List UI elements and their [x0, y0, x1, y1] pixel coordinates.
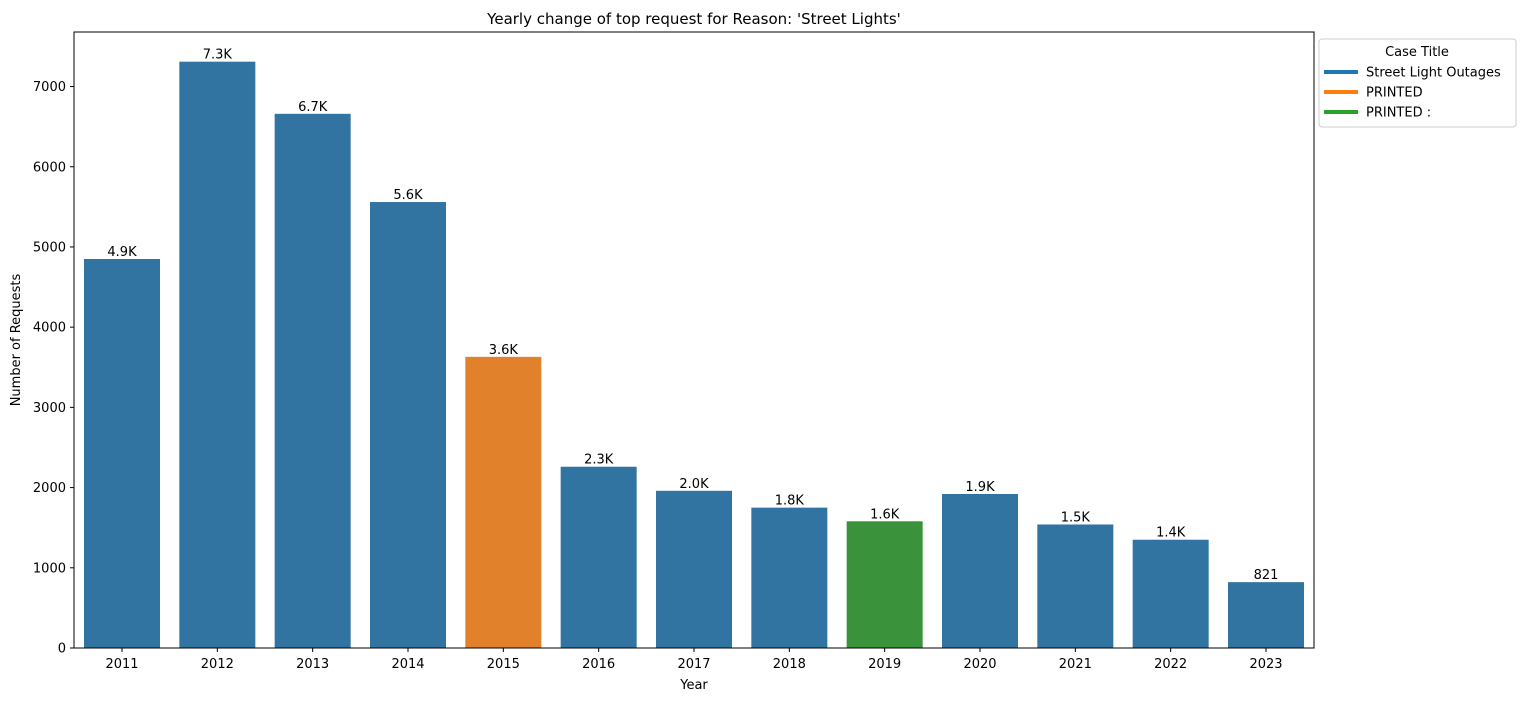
x-tick-label-2012: 2012 [201, 657, 234, 672]
x-tick-label-2013: 2013 [296, 657, 329, 672]
data-label-2014: 5.6K [393, 188, 423, 203]
legend: Case Title Street Light Outages PRINTED PR… [1318, 38, 1517, 128]
y-tick-label-6000: 6000 [33, 160, 66, 175]
x-tick-label-2018: 2018 [773, 657, 806, 672]
y-axis-label: Number of Requests [9, 273, 24, 406]
y-tick-label-7000: 7000 [33, 80, 66, 95]
data-label-2021: 1.5K [1061, 510, 1091, 525]
x-tick-label-2017: 2017 [677, 657, 710, 672]
y-tick-label-2000: 2000 [33, 481, 66, 496]
x-tick-label-2022: 2022 [1154, 657, 1187, 672]
x-tick-label-2023: 2023 [1249, 657, 1282, 672]
x-tick-label-2019: 2019 [868, 657, 901, 672]
bars-group [84, 61, 1304, 649]
bar-2016 [560, 466, 637, 648]
bar-2019 [846, 521, 923, 648]
data-label-2018: 1.8K [775, 494, 805, 509]
x-tick-label-2016: 2016 [582, 657, 615, 672]
data-label-2022: 1.4K [1156, 526, 1186, 541]
bar-2021 [1037, 524, 1114, 648]
bar-2023 [1228, 582, 1304, 648]
data-label-2019: 1.6K [870, 507, 900, 522]
legend-title: Case Title [1385, 45, 1449, 60]
data-label-2016: 2.3K [584, 453, 614, 468]
bar-2020 [942, 494, 1018, 648]
y-tick-label-4000: 4000 [33, 321, 66, 336]
chart-title: Yearly change of top request for Reason:… [486, 10, 901, 28]
y-tick-label-1000: 1000 [33, 561, 66, 576]
bar-2018 [751, 507, 828, 648]
bar-2017 [656, 490, 732, 648]
legend-label-0: Street Light Outages [1366, 66, 1501, 81]
legend-label-2: PRINTED : [1366, 106, 1431, 121]
y-tick-label-3000: 3000 [33, 401, 66, 416]
x-tick-label-2015: 2015 [487, 657, 520, 672]
x-tick-label-2011: 2011 [105, 657, 138, 672]
x-tick-label-2021: 2021 [1059, 657, 1092, 672]
bar-2012 [179, 61, 256, 649]
bar-labels-group: 4.9K 7.3K 6.7K 5.6K 3.6K 2.3K 2.0K 1.8K 1.6K 1.9K… [107, 48, 1278, 583]
legend-box [1318, 38, 1517, 128]
plot-frame [73, 31, 1315, 649]
data-label-2015: 3.6K [489, 343, 519, 358]
y-tick-label-0: 0 [58, 642, 66, 657]
x-axis: 2011 2012 2013 2014 2015 2016 2017 2018 2019 2020… [105, 648, 1283, 672]
bar-2015 [465, 356, 542, 648]
data-label-2013: 6.7K [298, 100, 328, 115]
bar-2013 [274, 113, 351, 648]
data-label-2023: 821 [1254, 568, 1279, 583]
data-label-2011: 4.9K [107, 245, 137, 260]
x-tick-label-2020: 2020 [963, 657, 996, 672]
x-axis-label: Year [679, 678, 708, 693]
data-label-2020: 1.9K [965, 480, 995, 495]
bar-2011 [84, 258, 160, 648]
data-label-2017: 2.0K [679, 477, 709, 492]
data-label-2012: 7.3K [203, 48, 233, 63]
y-tick-label-5000: 5000 [33, 240, 66, 255]
legend-label-1: PRINTED [1366, 86, 1423, 101]
y-axis: 0 1000 2000 3000 4000 5000 6000 7000 [33, 80, 74, 657]
bar-2014 [370, 202, 446, 648]
x-tick-label-2014: 2014 [391, 657, 424, 672]
bar-2022 [1132, 539, 1209, 648]
